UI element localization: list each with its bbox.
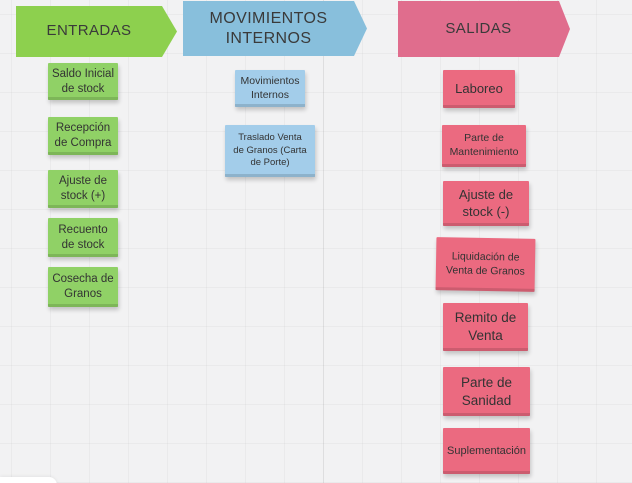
sticky-note-ajuste-stock-mas[interactable]: Ajuste de stock (+) <box>48 170 118 208</box>
arrow-header-movimientos-internos[interactable]: MOVIMIENTOS INTERNOS <box>183 1 367 56</box>
sticky-note-parte-mantenimiento[interactable]: Parte de Mantenimiento <box>442 125 526 167</box>
sticky-note-laboreo[interactable]: Laboreo <box>443 70 515 108</box>
sticky-note-recepcion-compra[interactable]: Recepción de Compra <box>48 117 118 155</box>
sticky-note-recuento-stock[interactable]: Recuento de stock <box>48 218 118 257</box>
grid-major-line <box>323 0 324 483</box>
sticky-note-parte-sanidad[interactable]: Parte de Sanidad <box>443 367 530 416</box>
arrow-header-salidas[interactable]: SALIDAS <box>398 1 570 57</box>
sticky-note-ajuste-stock-menos[interactable]: Ajuste de stock (-) <box>443 181 529 226</box>
bottom-toolbar-edge[interactable] <box>0 477 57 483</box>
sticky-note-movimientos-internos[interactable]: Movimientos Internos <box>235 70 305 107</box>
arrow-header-entradas[interactable]: ENTRADAS <box>16 6 177 57</box>
sticky-note-remito-venta[interactable]: Remito de Venta <box>443 303 528 351</box>
sticky-note-cosecha-granos[interactable]: Cosecha de Granos <box>48 267 118 307</box>
sticky-note-suplementacion[interactable]: Suplementación <box>443 428 530 474</box>
sticky-note-saldo-inicial[interactable]: Saldo Inicial de stock <box>48 63 118 100</box>
sticky-note-liquidacion-venta[interactable]: Liquidación de Venta de Granos <box>435 237 536 292</box>
sticky-note-traslado-venta-granos[interactable]: Traslado Venta de Granos (Carta de Porte… <box>225 125 315 177</box>
